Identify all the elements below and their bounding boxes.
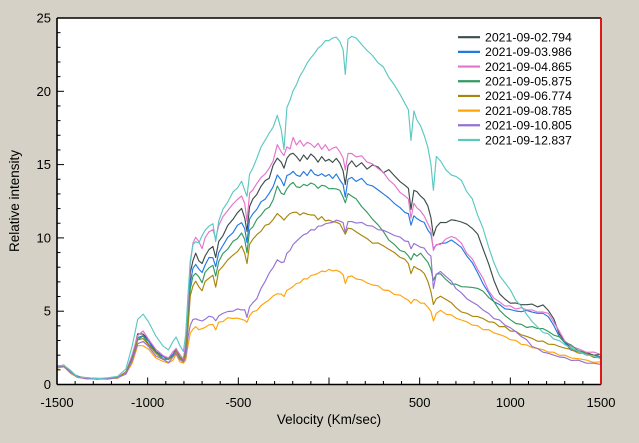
x-tick-label: 500 <box>409 395 431 410</box>
axis-tick-labels: -1500 -1000 -500 500 1000 1500 0 5 10 15 20 25 <box>37 11 616 411</box>
series-line-2021-09-10.805 <box>56 219 602 380</box>
x-tick-label: 1500 <box>587 395 616 410</box>
legend-item: 2021-09-05.875 <box>458 75 572 89</box>
series-line-2021-09-12.837 <box>56 35 602 380</box>
legend-item: 2021-09-08.785 <box>458 104 572 118</box>
legend-label: 2021-09-05.875 <box>485 75 572 89</box>
legend-label: 2021-09-02.794 <box>485 31 572 45</box>
legend-item: 2021-09-06.774 <box>458 89 572 103</box>
legend-label: 2021-09-12.837 <box>485 133 572 147</box>
legend-label: 2021-09-08.785 <box>485 104 572 118</box>
legend-item: 2021-09-03.986 <box>458 45 572 59</box>
legend-item: 2021-09-04.865 <box>458 60 572 74</box>
legend-label: 2021-09-04.865 <box>485 60 572 74</box>
legend-item: 2021-09-02.794 <box>458 31 572 45</box>
y-tick-label: 25 <box>37 11 51 26</box>
series-line-2021-09-06.774 <box>56 211 602 380</box>
series-line-2021-09-08.785 <box>56 268 602 380</box>
x-tick-label: -500 <box>225 395 251 410</box>
y-tick-label: 20 <box>37 84 51 99</box>
legend-label: 2021-09-03.986 <box>485 45 572 59</box>
y-tick-label: 0 <box>44 377 51 392</box>
legend-item: 2021-09-10.805 <box>458 119 572 133</box>
x-tick-label: -1000 <box>131 395 164 410</box>
series-lines <box>56 35 602 380</box>
y-tick-label: 5 <box>44 304 51 319</box>
x-tick-label: 1000 <box>496 395 525 410</box>
plot-area <box>57 18 601 385</box>
legend-label: 2021-09-10.805 <box>485 119 572 133</box>
y-tick-label: 15 <box>37 157 51 172</box>
series-line-2021-09-04.865 <box>56 136 602 380</box>
x-tick-label: -1500 <box>40 395 73 410</box>
legend-label: 2021-09-06.774 <box>485 89 572 103</box>
y-axis-title: Relative intensity <box>7 150 22 252</box>
plot-frame <box>56 17 602 386</box>
legend-item: 2021-09-12.837 <box>458 133 572 147</box>
legend: 2021-09-02.7942021-09-03.9862021-09-04.8… <box>458 31 572 147</box>
y-tick-label: 10 <box>37 230 51 245</box>
x-axis-title: Velocity (Km/sec) <box>277 412 381 427</box>
